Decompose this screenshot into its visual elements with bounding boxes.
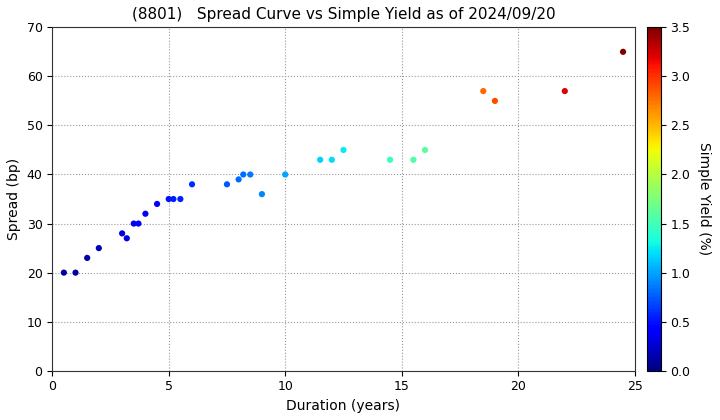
Point	[315, 156, 326, 163]
Point	[477, 88, 489, 94]
Point	[245, 171, 256, 178]
X-axis label: Duration (years): Duration (years)	[287, 399, 400, 413]
Point	[93, 245, 104, 252]
Point	[186, 181, 198, 188]
Y-axis label: Spread (bp): Spread (bp)	[7, 158, 21, 240]
Point	[408, 156, 419, 163]
Point	[151, 201, 163, 207]
Title: (8801)   Spread Curve vs Simple Yield as of 2024/09/20: (8801) Spread Curve vs Simple Yield as o…	[132, 7, 555, 22]
Point	[221, 181, 233, 188]
Point	[128, 220, 140, 227]
Point	[338, 147, 349, 153]
Point	[81, 255, 93, 261]
Point	[238, 171, 249, 178]
Point	[559, 88, 570, 94]
Point	[58, 269, 70, 276]
Point	[384, 156, 396, 163]
Point	[121, 235, 132, 242]
Point	[163, 196, 174, 202]
Point	[117, 230, 128, 237]
Point	[175, 196, 186, 202]
Point	[617, 48, 629, 55]
Point	[279, 171, 291, 178]
Point	[419, 147, 431, 153]
Y-axis label: Simple Yield (%): Simple Yield (%)	[698, 142, 711, 256]
Point	[70, 269, 81, 276]
Point	[256, 191, 268, 197]
Point	[168, 196, 179, 202]
Point	[326, 156, 338, 163]
Point	[489, 97, 500, 104]
Point	[233, 176, 244, 183]
Point	[132, 220, 144, 227]
Point	[140, 210, 151, 217]
